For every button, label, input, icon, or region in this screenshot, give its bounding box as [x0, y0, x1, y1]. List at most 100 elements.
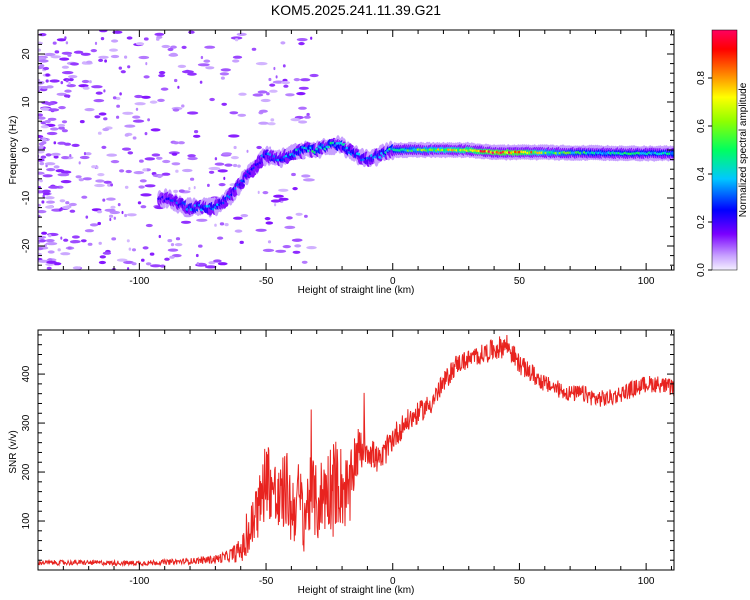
- heatmap-cell: [45, 153, 52, 157]
- heatmap-cell: [90, 49, 98, 53]
- spectrogram-ylabel: Frequency (Hz): [8, 116, 19, 185]
- heatmap-cell: [120, 70, 126, 74]
- heatmap-cell: [172, 141, 180, 145]
- heatmap-cell: [298, 86, 309, 90]
- heatmap-cell: [102, 198, 106, 202]
- heatmap-cell: [233, 145, 237, 150]
- heatmap-cell: [53, 165, 60, 169]
- heatmap-cell: [80, 52, 91, 56]
- heatmap-cell: [97, 173, 105, 177]
- heatmap-cell: [38, 210, 47, 214]
- heatmap-cell: [258, 121, 269, 125]
- heatmap-cell: [38, 116, 46, 120]
- heatmap-cell: [162, 159, 171, 164]
- heatmap-cell: [140, 205, 147, 209]
- heatmap-cell: [99, 30, 108, 33]
- heatmap-cell: [40, 155, 47, 159]
- heatmap-cell: [218, 183, 226, 187]
- heatmap-cell: [273, 66, 276, 71]
- heatmap-cell: [109, 217, 112, 222]
- heatmap-cell: [286, 216, 293, 220]
- heatmap-cell: [240, 214, 249, 218]
- heatmap-cell: [134, 102, 146, 106]
- heatmap-cell: [121, 147, 132, 151]
- heatmap-cell: [50, 152, 61, 156]
- heatmap-cell: [290, 118, 301, 122]
- heatmap-cell: [98, 58, 104, 63]
- heatmap-cell: [94, 41, 98, 46]
- heatmap-cell: [208, 170, 215, 174]
- heatmap-cell: [47, 117, 57, 121]
- colorbar-tick-label: 0.4: [696, 167, 707, 181]
- heatmap-cell: [107, 183, 112, 187]
- heatmap-cell: [285, 93, 295, 97]
- snr-ytick-label: 400: [21, 365, 32, 382]
- heatmap-cell: [141, 95, 151, 99]
- heatmap-cell: [301, 260, 308, 264]
- heatmap-cell: [60, 170, 72, 174]
- heatmap-cell: [42, 194, 45, 198]
- heatmap-cell: [41, 141, 47, 145]
- heatmap-cell: [48, 108, 60, 112]
- heatmap-cell: [41, 86, 49, 90]
- heatmap-cell: [47, 250, 55, 254]
- heatmap-cell: [164, 257, 170, 261]
- heatmap-cell: [149, 100, 158, 104]
- heatmap-cell: [125, 169, 132, 174]
- heatmap-cell: [100, 37, 105, 41]
- heatmap-cell: [188, 30, 195, 34]
- heatmap-cell: [60, 236, 63, 240]
- heatmap-cell: [306, 112, 310, 117]
- heatmap-cell: [124, 133, 130, 137]
- heatmap-cell: [41, 231, 48, 235]
- heatmap-cell: [300, 78, 311, 82]
- heatmap-cell: [156, 156, 163, 160]
- heatmap-cell: [59, 199, 66, 203]
- heatmap-cell: [169, 255, 175, 259]
- heatmap-cell: [303, 115, 311, 119]
- heatmap-cell: [57, 123, 66, 128]
- heatmap-cell: [40, 125, 50, 129]
- heatmap-cell: [274, 203, 277, 207]
- colorbar-tick-label: 0.6: [696, 119, 707, 133]
- heatmap-cell: [181, 45, 187, 50]
- heatmap-cell: [177, 141, 185, 145]
- heatmap-cell: [171, 152, 178, 156]
- heatmap-cell: [193, 186, 196, 190]
- heatmap-cell: [65, 79, 69, 83]
- heatmap-cell: [68, 81, 71, 85]
- heatmap-cell: [295, 212, 303, 216]
- heatmap-cell: [40, 107, 52, 111]
- heatmap-cell: [93, 99, 105, 103]
- heatmap-cell: [46, 200, 55, 204]
- heatmap-cell: [213, 259, 222, 263]
- heatmap-cell: [95, 179, 105, 183]
- heatmap-cell: [145, 62, 148, 66]
- heatmap-cell: [232, 59, 240, 63]
- heatmap-cell: [132, 115, 141, 119]
- heatmap-cell: [187, 72, 197, 76]
- heatmap-cell: [58, 208, 62, 212]
- heatmap-cell: [53, 155, 59, 159]
- heatmap-cell: [230, 156, 239, 160]
- heatmap-cell: [268, 77, 272, 82]
- heatmap-cell: [63, 142, 72, 146]
- heatmap-cell: [52, 41, 57, 45]
- heatmap-cell: [101, 145, 107, 149]
- heatmap-cell: [145, 223, 153, 228]
- heatmap-cell: [46, 266, 52, 270]
- heatmap-cells: [38, 30, 674, 270]
- spectrogram-xtick-label: 0: [390, 276, 396, 287]
- heatmap-cell: [156, 37, 160, 41]
- heatmap-cell: [188, 187, 191, 191]
- heatmap-cell: [187, 156, 198, 161]
- heatmap-cell: [281, 81, 291, 85]
- heatmap-cell: [45, 205, 54, 209]
- heatmap-cell: [126, 36, 133, 40]
- heatmap-cell: [298, 106, 307, 110]
- heatmap-cell: [283, 84, 289, 88]
- heatmap-cell: [266, 92, 270, 96]
- heatmap-cell: [81, 195, 88, 199]
- heatmap-cell: [269, 83, 276, 87]
- heatmap-cell: [48, 234, 52, 238]
